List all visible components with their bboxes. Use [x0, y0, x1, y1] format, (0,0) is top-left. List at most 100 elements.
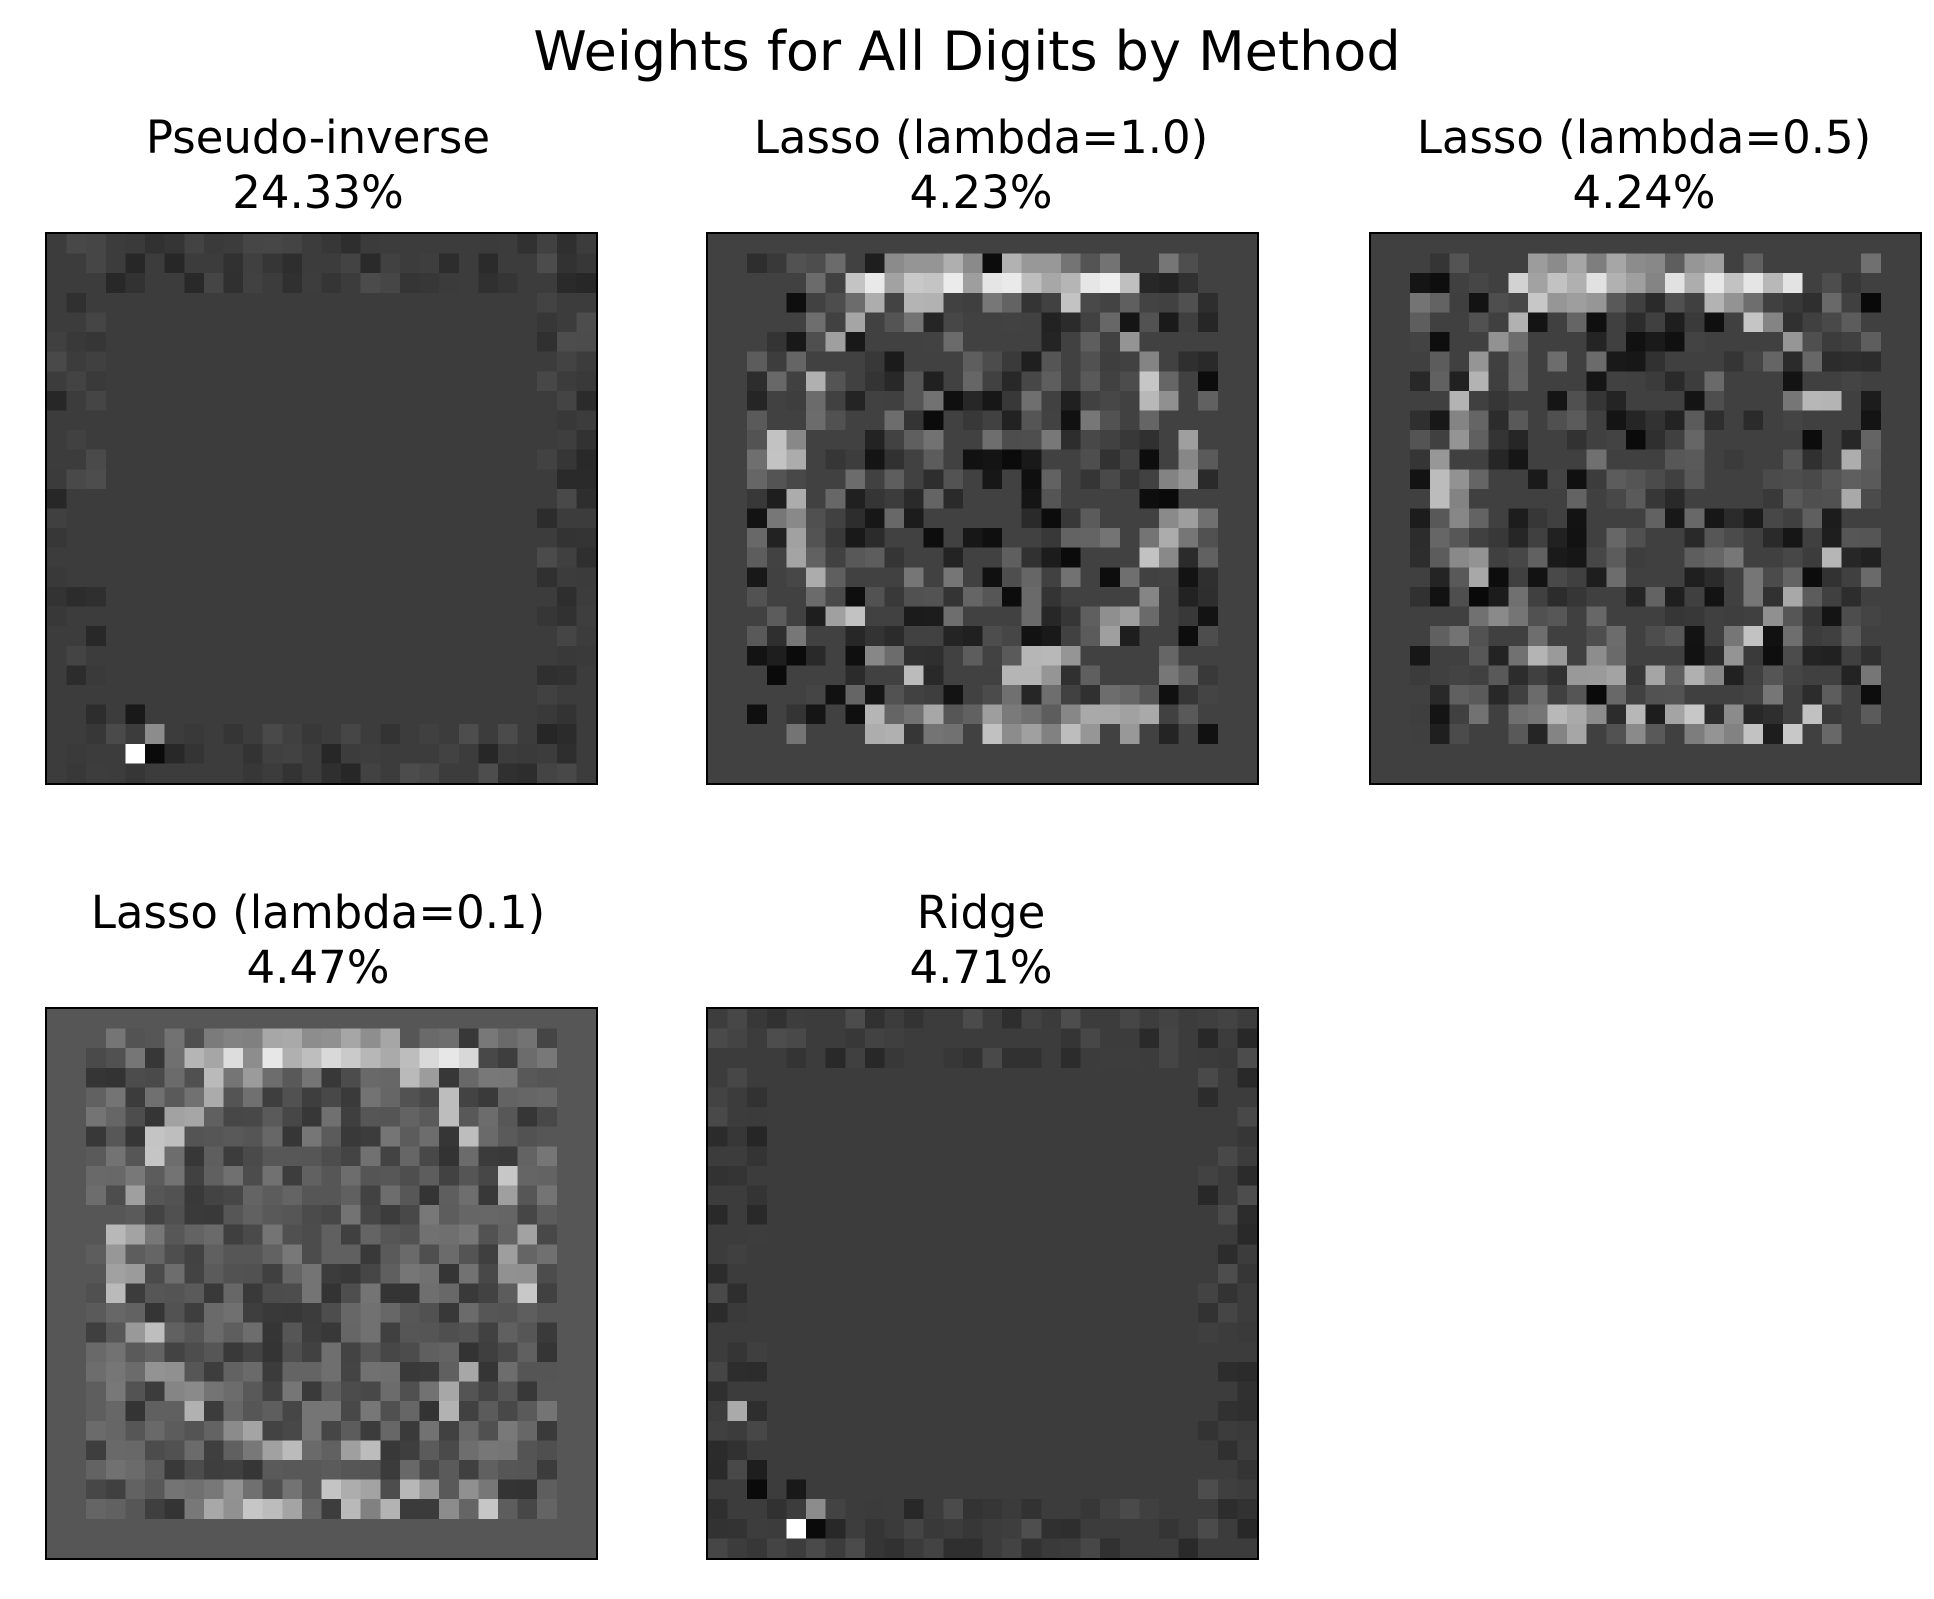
- heatmap-cell: [537, 684, 557, 705]
- heatmap-cell: [1100, 273, 1120, 293]
- heatmap-cell: [478, 1420, 498, 1441]
- heatmap-cell: [1158, 371, 1179, 391]
- heatmap-cell: [223, 1107, 244, 1127]
- heatmap-cell: [419, 1283, 440, 1304]
- heatmap-cell: [1567, 312, 1587, 333]
- panel-value-label: 4.23%: [909, 166, 1053, 219]
- heatmap-cell: [439, 1499, 459, 1519]
- heatmap-cell: [1861, 665, 1881, 685]
- heatmap-cell: [786, 253, 807, 274]
- heatmap-cell: [1060, 724, 1081, 744]
- heatmap-cell: [1743, 312, 1764, 333]
- heatmap-cell: [1002, 1499, 1022, 1519]
- heatmap-cell: [86, 1381, 106, 1402]
- heatmap-cell: [1723, 292, 1744, 313]
- heatmap-cell: [360, 234, 381, 254]
- heatmap-cell: [556, 273, 577, 293]
- heatmap-cell: [1429, 724, 1450, 744]
- heatmap-cell: [145, 1303, 165, 1323]
- heatmap-cell: [806, 371, 826, 391]
- heatmap-cell: [923, 1538, 944, 1558]
- heatmap-cell: [1041, 1518, 1061, 1539]
- heatmap-cell: [164, 1048, 185, 1068]
- heatmap-cell: [825, 449, 846, 470]
- heatmap-cell: [203, 1244, 224, 1264]
- heatmap-cell: [1198, 567, 1218, 587]
- heatmap-cell: [537, 371, 557, 391]
- heatmap-cell: [1861, 547, 1881, 568]
- heatmap-cell: [262, 1028, 283, 1049]
- heatmap-cell: [517, 1342, 538, 1362]
- heatmap-cell: [845, 449, 865, 470]
- heatmap-cell: [1469, 312, 1489, 333]
- heatmap-cell: [125, 1440, 146, 1460]
- heatmap-cell: [825, 586, 846, 607]
- heatmap-cell: [86, 1401, 106, 1421]
- heatmap-cell: [262, 1420, 283, 1441]
- heatmap-cell: [576, 253, 596, 274]
- heatmap-cell: [1645, 273, 1666, 293]
- heatmap-cell: [1060, 645, 1081, 666]
- heatmap-cell: [1547, 547, 1568, 568]
- heatmap-cell: [360, 1303, 381, 1323]
- heatmap-cell: [1060, 1518, 1081, 1539]
- heatmap-cell: [1002, 626, 1022, 646]
- heatmap-cell: [1119, 1009, 1140, 1029]
- heatmap-cell: [1586, 253, 1607, 274]
- heatmap-cell: [86, 312, 106, 333]
- heatmap-cell: [1410, 430, 1430, 450]
- heatmap-cell: [243, 1322, 263, 1343]
- heatmap-cell: [497, 1126, 518, 1147]
- heatmap-cell: [1060, 390, 1081, 411]
- heatmap-cell: [962, 704, 983, 725]
- heatmap-cell: [360, 1361, 381, 1382]
- heatmap-cell: [497, 1342, 518, 1362]
- heatmap-cell: [1021, 508, 1042, 529]
- heatmap-cell: [786, 645, 807, 666]
- heatmap-cell: [943, 273, 963, 293]
- heatmap-cell: [943, 390, 963, 411]
- heatmap-cell: [962, 449, 983, 470]
- heatmap-cell: [1704, 547, 1724, 568]
- heatmap-cell: [125, 1165, 146, 1186]
- heatmap-cell: [439, 1087, 459, 1108]
- heatmap-cell: [341, 1342, 361, 1362]
- heatmap-cell: [399, 1420, 420, 1441]
- heatmap-cell: [203, 1479, 224, 1500]
- heatmap-cell: [184, 1146, 204, 1166]
- heatmap-cell: [478, 1322, 498, 1343]
- heatmap-cell: [1821, 547, 1842, 568]
- heatmap-cell: [1821, 469, 1842, 489]
- heatmap-cell: [1645, 684, 1666, 705]
- heatmap-cell: [380, 1342, 400, 1362]
- heatmap-cell: [845, 469, 865, 489]
- heatmap-cell: [1567, 430, 1587, 450]
- heatmap-cell: [478, 1146, 498, 1166]
- heatmap-cell: [1469, 645, 1489, 666]
- heatmap-cell: [1723, 724, 1744, 744]
- heatmap-cell: [262, 743, 283, 764]
- heatmap-cell: [86, 1087, 106, 1108]
- heatmap-cell: [321, 1322, 342, 1343]
- heatmap-cell: [1237, 1499, 1257, 1519]
- heatmap-cell: [1178, 292, 1199, 313]
- heatmap-cell: [517, 1146, 538, 1166]
- heatmap-cell: [125, 1185, 146, 1206]
- heatmap-cell: [1488, 371, 1509, 391]
- heatmap-cell: [262, 1401, 283, 1421]
- heatmap-cell: [1508, 292, 1528, 313]
- heatmap-cell: [301, 1107, 322, 1127]
- heatmap-cell: [105, 1459, 126, 1480]
- heatmap-cell: [439, 1361, 459, 1382]
- heatmap-cell: [825, 253, 846, 274]
- heatmap-cell: [943, 704, 963, 725]
- heatmap-cell: [537, 1107, 557, 1127]
- heatmap-cell: [478, 1401, 498, 1421]
- heatmap-cell: [1449, 292, 1470, 313]
- heatmap-cell: [1802, 488, 1822, 509]
- heatmap-cell: [1237, 1518, 1257, 1539]
- heatmap-cell: [341, 1322, 361, 1343]
- heatmap-cell: [125, 1028, 146, 1049]
- heatmap-cell: [125, 1479, 146, 1500]
- heatmap-cell: [164, 1283, 185, 1304]
